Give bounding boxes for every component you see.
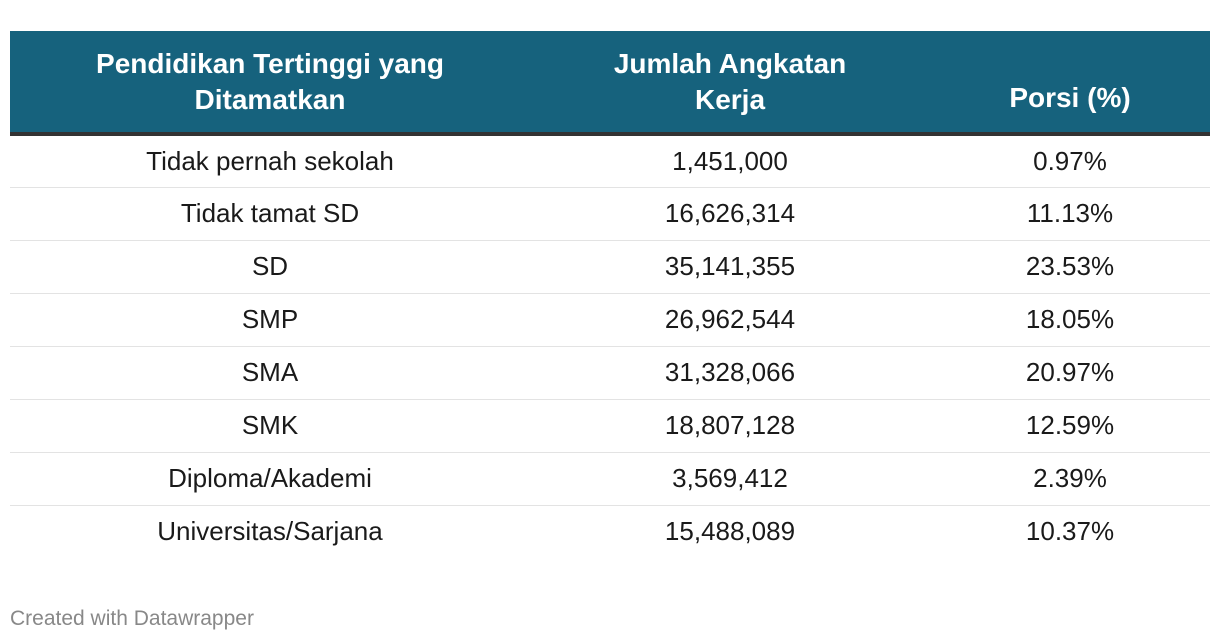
table-row: Diploma/Akademi 3,569,412 2.39%: [10, 452, 1210, 505]
footer-credit[interactable]: Created with Datawrapper: [10, 607, 254, 630]
cell-education: Tidak pernah sekolah: [146, 145, 394, 176]
cell-education: Tidak tamat SD: [180, 198, 360, 228]
cell-workforce: 3,569,412: [672, 463, 788, 493]
cell-workforce: 26,962,544: [664, 304, 796, 334]
cell-share: 10.37%: [1025, 516, 1115, 547]
header-row: Pendidikan Tertinggi yang Ditamatkan Jum…: [10, 31, 1210, 136]
cell-education: SMK: [241, 410, 299, 440]
cell-workforce: 35,141,355: [664, 251, 796, 281]
cell-workforce: 31,328,066: [664, 357, 796, 387]
table-row: SMP 26,962,544 18.05%: [10, 293, 1210, 346]
cell-education: Universitas/Sarjana: [157, 516, 383, 547]
cell-share: 23.53%: [1025, 251, 1115, 281]
cell-workforce: 15,488,089: [664, 516, 796, 547]
column-header-share[interactable]: Porsi (%): [930, 31, 1210, 136]
column-header-education-label: Pendidikan Tertinggi yang Ditamatkan: [96, 47, 444, 115]
column-header-education[interactable]: Pendidikan Tertinggi yang Ditamatkan: [10, 31, 530, 136]
cell-education: SMA: [241, 357, 299, 387]
table-row: Universitas/Sarjana 15,488,089 10.37%: [10, 505, 1210, 558]
cell-workforce: 18,807,128: [664, 410, 796, 440]
data-table: Pendidikan Tertinggi yang Ditamatkan Jum…: [10, 31, 1210, 558]
cell-share: 0.97%: [1033, 145, 1107, 176]
table-row: Tidak pernah sekolah 1,451,000 0.97%: [10, 134, 1210, 187]
cell-education: SMP: [241, 304, 299, 334]
column-header-workforce-label: Jumlah Angkatan Kerja: [613, 47, 847, 115]
cell-share: 18.05%: [1025, 304, 1115, 334]
cell-share: 11.13%: [1026, 198, 1114, 228]
table-header: Pendidikan Tertinggi yang Ditamatkan Jum…: [10, 31, 1210, 136]
column-header-share-label: Porsi (%): [1009, 82, 1131, 113]
cell-workforce: 1,451,000: [672, 145, 788, 176]
data-table-container: Pendidikan Tertinggi yang Ditamatkan Jum…: [10, 31, 1210, 558]
cell-share: 2.39%: [1033, 463, 1107, 493]
table-row: SMK 18,807,128 12.59%: [10, 399, 1210, 452]
table-row: SMA 31,328,066 20.97%: [10, 346, 1210, 399]
table-body: Tidak pernah sekolah 1,451,000 0.97% Tid…: [10, 134, 1210, 558]
cell-share: 12.59%: [1025, 410, 1115, 440]
column-header-workforce[interactable]: Jumlah Angkatan Kerja: [530, 31, 930, 136]
cell-share: 20.97%: [1025, 357, 1115, 387]
cell-education: Diploma/Akademi: [168, 463, 372, 493]
cell-workforce: 16,626,314: [664, 198, 796, 228]
table-row: SD 35,141,355 23.53%: [10, 240, 1210, 293]
table-row: Tidak tamat SD 16,626,314 11.13%: [10, 187, 1210, 240]
cell-education: SD: [251, 251, 289, 281]
